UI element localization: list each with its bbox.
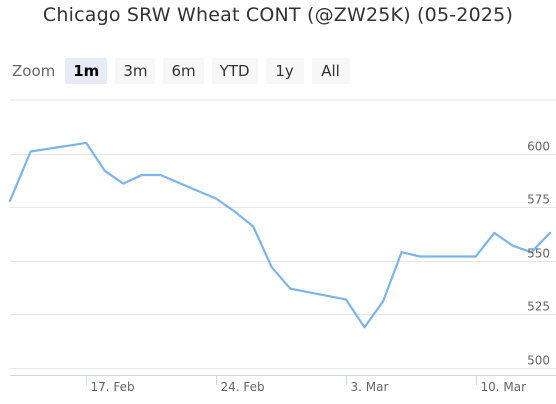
data-point-2025-02-19[interactable] (120, 181, 126, 187)
y-tick-label: 600 (527, 140, 550, 154)
data-point-2025-02-26[interactable] (250, 224, 256, 230)
data-point-2025-03-10[interactable] (473, 254, 479, 260)
zoom-button-all[interactable]: All (311, 58, 350, 84)
y-tick-label: 525 (527, 300, 550, 314)
data-point-2025-03-06[interactable] (399, 249, 405, 255)
zoom-button-6m[interactable]: 6m (163, 58, 204, 84)
data-point-2025-02-25[interactable] (232, 209, 238, 215)
zoom-button-1y[interactable]: 1y (265, 58, 304, 84)
x-tick-label: 17. Feb (91, 380, 135, 394)
axes: 500 525 550 575 600 17. Feb 24. Feb 3. Mar 10. M… (10, 140, 556, 394)
range-selector: Zoom 1m 3m 6m YTD 1y All (12, 58, 358, 84)
data-point-2025-02-20[interactable] (139, 172, 145, 178)
data-point-2025-03-11[interactable] (491, 230, 497, 236)
grid-lines (10, 99, 556, 369)
data-point-2025-02-24[interactable] (213, 196, 219, 202)
series-layer (7, 140, 553, 330)
x-tick-label: 24. Feb (221, 380, 265, 394)
data-point-2025-03-07[interactable] (417, 254, 423, 260)
chart-title: Chicago SRW Wheat CONT (@ZW25K) (05-2025… (42, 4, 514, 26)
zoom-button-ytd[interactable]: YTD (211, 58, 258, 84)
zoom-button-1m[interactable]: 1m (65, 58, 108, 84)
data-point-2025-03-12[interactable] (510, 243, 516, 249)
y-tick-label: 575 (527, 193, 550, 207)
data-point-2025-03-04[interactable] (362, 324, 368, 330)
y-tick-label: 550 (527, 247, 550, 261)
data-point-2025-03-05[interactable] (380, 299, 386, 305)
data-point-2025-02-27[interactable] (269, 264, 275, 270)
data-point-2025-02-28[interactable] (287, 286, 293, 292)
data-point-2025-02-17[interactable] (83, 140, 89, 146)
zoom-button-3m[interactable]: 3m (115, 58, 156, 84)
data-point-2025-02-14[interactable] (28, 149, 34, 155)
data-point-2025-03-14[interactable] (547, 230, 553, 236)
zoom-label: Zoom (12, 62, 56, 80)
data-point-2025-02-13[interactable] (7, 198, 13, 204)
data-point-2025-03-03[interactable] (343, 296, 349, 302)
y-tick-label: 500 (527, 354, 550, 368)
x-tick-label: 3. Mar (351, 380, 389, 394)
x-tick-label: 10. Mar (481, 380, 527, 394)
data-point-2025-02-21[interactable] (157, 172, 163, 178)
series-line (8, 141, 552, 329)
data-point-2025-02-18[interactable] (102, 168, 108, 174)
